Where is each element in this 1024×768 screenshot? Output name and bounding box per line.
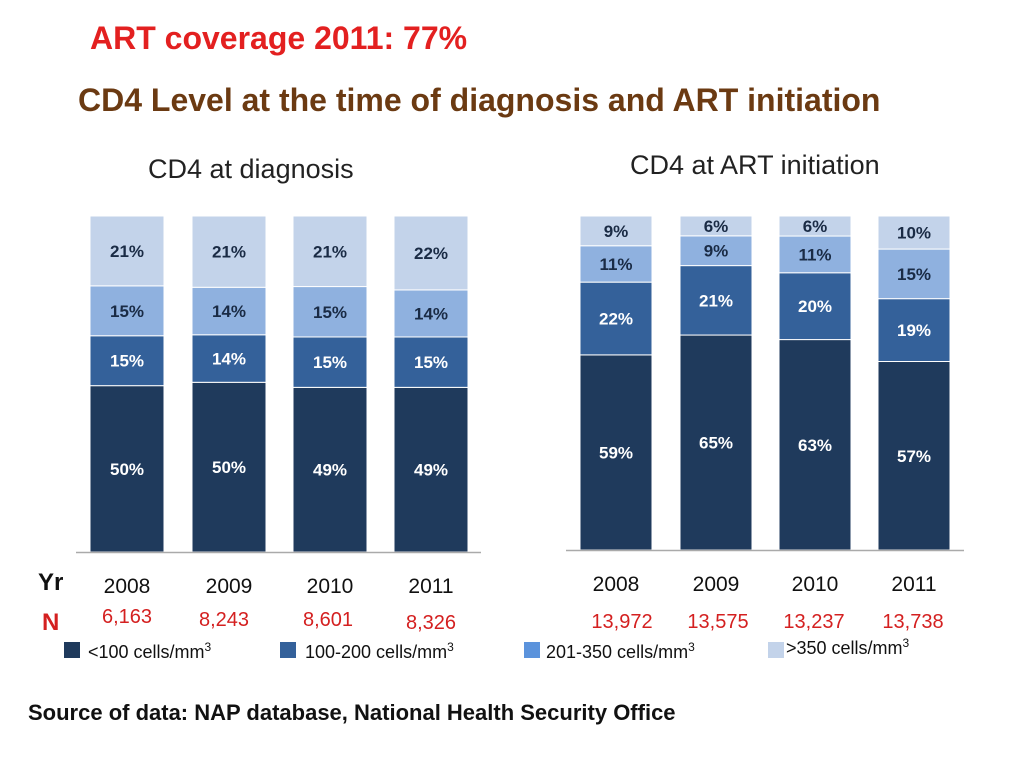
year-label: 2008 xyxy=(103,575,151,598)
data-label-lt100-2010: 49% xyxy=(313,461,347,480)
bar-segment-100-200-2010 xyxy=(778,272,852,341)
bar-segment-gt350-2009 xyxy=(679,215,753,237)
data-label-201-350-2011: 14% xyxy=(414,304,448,323)
legend-swatch-100-200 xyxy=(280,642,296,658)
data-label-201-350-2008: 15% xyxy=(110,302,144,321)
n-value: 13,738 xyxy=(882,611,944,633)
data-label-100-200-2011: 15% xyxy=(414,353,448,372)
bar-segment-201-350-2008 xyxy=(579,245,653,283)
bar-segment-100-200-2008 xyxy=(579,281,653,356)
year-label: 2008 xyxy=(592,573,640,596)
year-label: 2011 xyxy=(408,575,454,598)
data-label-gt350-2010: 21% xyxy=(313,242,347,261)
bar-segment-lt100-2008 xyxy=(89,385,165,553)
data-label-lt100-2008: 59% xyxy=(599,443,633,462)
bar-segment-gt350-2010 xyxy=(292,215,368,288)
n-value: 6,163 xyxy=(101,606,153,628)
data-label-gt350-2008: 9% xyxy=(604,222,629,241)
data-label-lt100-2010: 63% xyxy=(798,436,832,455)
bar-segment-lt100-2009 xyxy=(191,381,267,553)
bar-segment-gt350-2008 xyxy=(89,215,165,287)
data-label-201-350-2008: 11% xyxy=(599,255,632,274)
data-label-100-200-2008: 22% xyxy=(599,310,633,329)
year-row-label: Yr xyxy=(38,569,64,596)
year-label: 2009 xyxy=(205,575,253,598)
year-label: 2010 xyxy=(306,575,354,598)
year-label: 2009 xyxy=(692,573,740,596)
data-label-201-350-2010: 11% xyxy=(798,245,831,264)
bar-segment-201-350-2010 xyxy=(778,235,852,274)
bar-segment-100-200-2011 xyxy=(877,298,951,363)
chart-diagnosis: 50% 15% 15% 21% 50% 14% 14% 21% 49% 15% 15% 21% 49% 1… xyxy=(76,215,481,554)
bar-segment-lt100-2010 xyxy=(292,386,368,553)
data-label-100-200-2010: 20% xyxy=(798,297,832,316)
source-note: Source of data: NAP database, National H… xyxy=(28,700,676,725)
bar-segment-lt100-2011 xyxy=(393,386,469,553)
chart-title-art-initiation: CD4 at ART initiation xyxy=(630,150,880,180)
legend-label-201-350: 201-350 cells/mm3 xyxy=(546,640,695,662)
year-label: 2010 xyxy=(791,573,839,596)
bar-segment-100-200-2010 xyxy=(292,336,368,388)
chart-art-initiation: 59% 22% 11% 9% 65% 21% 9% 6% 63% 20% 11% 6% 57% 19% 15… xyxy=(566,215,964,552)
n-value: 8,243 xyxy=(198,609,250,631)
legend-label-gt350: >350 cells/mm3 xyxy=(786,636,910,658)
n-value: 8,601 xyxy=(302,609,354,631)
legend-swatch-201-350 xyxy=(524,642,540,658)
legend-label-lt100: <100 cells/mm3 xyxy=(88,640,212,662)
bar-segment-201-350-2009 xyxy=(191,286,267,336)
legend-swatch-lt100 xyxy=(64,642,80,658)
bar-segment-gt350-2010 xyxy=(778,215,852,237)
bar-segment-gt350-2011 xyxy=(393,215,469,291)
page-title: CD4 Level at the time of diagnosis and A… xyxy=(78,82,881,118)
data-label-lt100-2009: 65% xyxy=(699,434,733,453)
legend-label-100-200: 100-200 cells/mm3 xyxy=(305,640,454,662)
bar-segment-gt350-2008 xyxy=(579,215,653,247)
bar-segment-201-350-2011 xyxy=(393,289,469,338)
data-label-gt350-2011: 22% xyxy=(414,244,448,263)
bar-segment-gt350-2011 xyxy=(877,215,951,250)
data-label-100-200-2008: 15% xyxy=(110,352,144,371)
data-label-gt350-2009: 6% xyxy=(704,217,729,236)
data-label-201-350-2011: 15% xyxy=(897,265,931,284)
art-coverage-heading: ART coverage 2011: 77% xyxy=(90,20,468,56)
n-value: 13,972 xyxy=(591,611,653,633)
data-label-gt350-2011: 10% xyxy=(897,224,931,243)
data-label-lt100-2011: 49% xyxy=(414,461,448,480)
data-label-100-200-2011: 19% xyxy=(897,321,931,340)
data-label-201-350-2009: 9% xyxy=(704,242,729,261)
bar-segment-lt100-2008 xyxy=(579,354,653,551)
data-label-gt350-2010: 6% xyxy=(803,217,828,236)
n-value: 13,575 xyxy=(687,611,749,633)
data-label-100-200-2009: 21% xyxy=(699,291,733,310)
data-label-gt350-2009: 21% xyxy=(212,243,246,262)
data-label-lt100-2011: 57% xyxy=(897,447,931,466)
data-label-100-200-2010: 15% xyxy=(313,353,347,372)
data-label-100-200-2009: 14% xyxy=(212,350,246,369)
legend-swatch-gt350 xyxy=(768,642,784,658)
data-label-lt100-2009: 50% xyxy=(212,458,246,477)
data-label-201-350-2010: 15% xyxy=(313,303,347,322)
bar-segment-201-350-2010 xyxy=(292,286,368,338)
n-value: 8,326 xyxy=(405,612,457,634)
data-label-gt350-2008: 21% xyxy=(110,242,144,261)
bar-segment-201-350-2008 xyxy=(89,285,165,337)
bar-segment-201-350-2009 xyxy=(679,235,753,267)
data-label-201-350-2009: 14% xyxy=(212,302,246,321)
bar-segment-gt350-2009 xyxy=(191,215,267,288)
bar-segment-201-350-2011 xyxy=(877,248,951,300)
chart-title-diagnosis: CD4 at diagnosis xyxy=(148,154,354,184)
n-value: 13,237 xyxy=(783,611,845,633)
bar-segment-lt100-2010 xyxy=(778,339,852,551)
year-label: 2011 xyxy=(891,573,937,596)
bar-segment-100-200-2011 xyxy=(393,336,469,388)
bar-segment-100-200-2009 xyxy=(679,265,753,336)
bar-segment-lt100-2009 xyxy=(679,334,753,551)
n-row-label: N xyxy=(42,609,60,636)
data-label-lt100-2008: 50% xyxy=(110,460,144,479)
